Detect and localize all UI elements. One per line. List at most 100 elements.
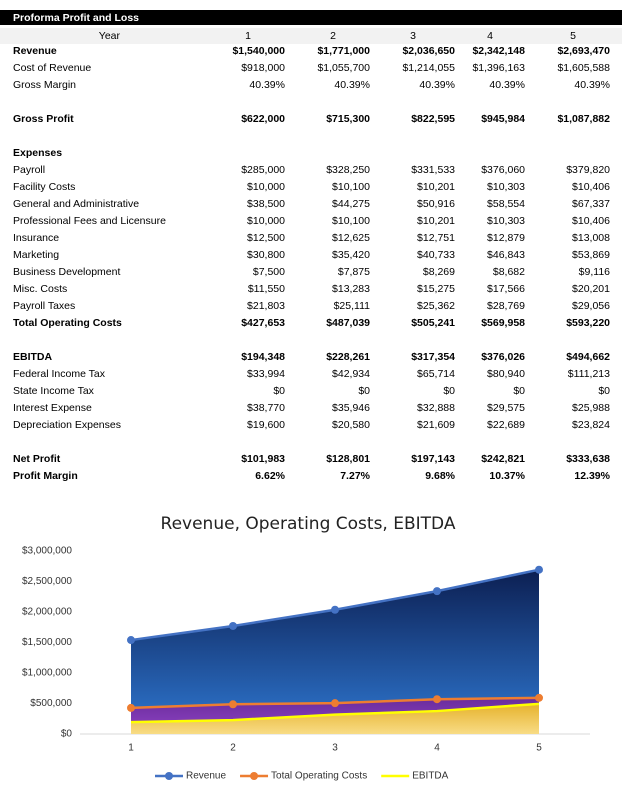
cell: 40.39% bbox=[574, 79, 610, 91]
cell: $376,026 bbox=[481, 351, 525, 363]
cell: $13,283 bbox=[332, 283, 370, 295]
legend-marker bbox=[250, 772, 259, 780]
cell: $194,348 bbox=[241, 351, 285, 363]
cell: $593,220 bbox=[566, 317, 610, 329]
marker bbox=[433, 695, 441, 704]
cell: $7,500 bbox=[253, 266, 285, 278]
marker bbox=[535, 693, 543, 702]
cell: $10,201 bbox=[417, 215, 455, 227]
row-label: Cost of Revenue bbox=[13, 62, 91, 74]
cell: $622,000 bbox=[241, 113, 285, 125]
cell: $197,143 bbox=[411, 453, 455, 465]
cell: 40.39% bbox=[419, 79, 455, 91]
x-tick-label: 3 bbox=[332, 743, 338, 754]
y-tick-label: $1,000,000 bbox=[22, 668, 72, 679]
cell: $17,566 bbox=[487, 283, 525, 295]
cell: $10,303 bbox=[487, 181, 525, 193]
cell: $2,693,470 bbox=[557, 45, 610, 57]
area bbox=[131, 569, 539, 734]
legend-label: Revenue bbox=[186, 771, 226, 782]
cell: $945,984 bbox=[481, 113, 525, 125]
cell: $822,595 bbox=[411, 113, 455, 125]
legend-label: EBITDA bbox=[412, 771, 448, 782]
line bbox=[130, 702, 540, 724]
x-tick-label: 5 bbox=[536, 743, 542, 754]
cell: $15,275 bbox=[417, 283, 455, 295]
row-label: Payroll bbox=[13, 164, 45, 176]
legend-marker bbox=[165, 772, 173, 780]
cell: $10,303 bbox=[487, 215, 525, 227]
cell: 10.37% bbox=[489, 470, 525, 482]
row-label: Business Development bbox=[13, 266, 120, 278]
row-label: Marketing bbox=[13, 249, 59, 261]
cell: $33,994 bbox=[247, 368, 285, 380]
cell: $1,540,000 bbox=[232, 45, 285, 57]
row-label: Misc. Costs bbox=[13, 283, 67, 295]
header-cell: 3 bbox=[410, 30, 416, 42]
cell: $505,241 bbox=[411, 317, 455, 329]
cell: $2,036,650 bbox=[402, 45, 455, 57]
cell: $331,533 bbox=[411, 164, 455, 176]
cell: $42,934 bbox=[332, 368, 370, 380]
cell: $25,362 bbox=[417, 300, 455, 312]
cell: $12,879 bbox=[487, 232, 525, 244]
marker bbox=[229, 700, 237, 709]
row-label: State Income Tax bbox=[13, 385, 95, 397]
cell: $12,625 bbox=[332, 232, 370, 244]
cell: $8,682 bbox=[493, 266, 525, 278]
cell: $8,269 bbox=[423, 266, 455, 278]
marker bbox=[433, 587, 441, 596]
cell: $12,500 bbox=[247, 232, 285, 244]
cell: $0 bbox=[358, 385, 370, 397]
cell: $11,550 bbox=[248, 283, 285, 295]
header-cell: 2 bbox=[330, 30, 336, 42]
cell: $427,653 bbox=[241, 317, 285, 329]
cell: $19,600 bbox=[247, 419, 285, 431]
cell: $20,201 bbox=[572, 283, 610, 295]
y-tick-label: $1,500,000 bbox=[22, 637, 72, 648]
cell: $25,988 bbox=[572, 402, 610, 414]
x-tick-label: 2 bbox=[230, 743, 236, 754]
row-label: General and Administrative bbox=[13, 198, 139, 210]
y-tick-label: $0 bbox=[61, 729, 73, 740]
cell: $494,662 bbox=[566, 351, 610, 363]
cell: $1,214,055 bbox=[402, 62, 455, 74]
header-band bbox=[0, 28, 622, 44]
cell: $23,824 bbox=[572, 419, 610, 431]
row-label: Facility Costs bbox=[13, 181, 75, 193]
marker bbox=[331, 699, 339, 708]
cell: 40.39% bbox=[489, 79, 525, 91]
cell: $53,869 bbox=[572, 249, 610, 261]
cell: $32,888 bbox=[417, 402, 455, 414]
cell: $228,261 bbox=[326, 351, 370, 363]
cell: $111,213 bbox=[568, 368, 610, 380]
cell: $0 bbox=[443, 385, 455, 397]
row-label: EBITDA bbox=[13, 351, 53, 363]
marker bbox=[229, 621, 237, 630]
title-bar bbox=[0, 10, 622, 25]
header-cell: Year bbox=[99, 30, 121, 42]
header-cell: 5 bbox=[570, 30, 576, 42]
cell: $0 bbox=[273, 385, 285, 397]
row-label: Insurance bbox=[13, 232, 59, 244]
row-label: Federal Income Tax bbox=[13, 368, 106, 380]
table-title: Proforma Profit and Loss bbox=[13, 12, 139, 24]
cell: $379,820 bbox=[566, 164, 610, 176]
row-label: Gross Margin bbox=[13, 79, 76, 91]
cell: $317,354 bbox=[411, 351, 455, 363]
legend-label: Total Operating Costs bbox=[271, 771, 367, 782]
cell: $1,087,882 bbox=[557, 113, 610, 125]
cell: $9,116 bbox=[579, 266, 610, 278]
cell: $35,420 bbox=[332, 249, 370, 261]
row-label: Payroll Taxes bbox=[13, 300, 75, 312]
cell: $715,300 bbox=[326, 113, 370, 125]
cell: $38,500 bbox=[247, 198, 285, 210]
cell: $29,575 bbox=[487, 402, 525, 414]
cell: $25,111 bbox=[334, 300, 371, 312]
cell: $328,250 bbox=[326, 164, 370, 176]
cell: $12,751 bbox=[417, 232, 455, 244]
cell: $0 bbox=[513, 385, 525, 397]
cell: $285,000 bbox=[241, 164, 285, 176]
row-label: Revenue bbox=[13, 45, 57, 57]
